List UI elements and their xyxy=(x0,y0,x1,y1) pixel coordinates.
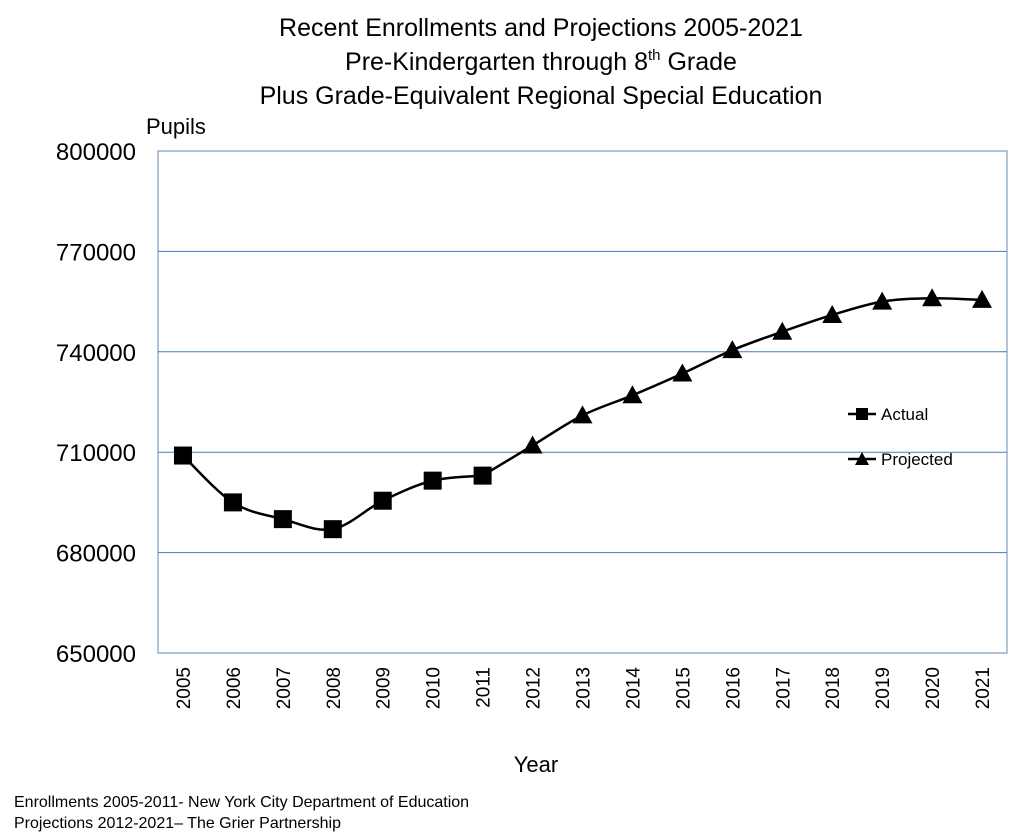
y-tick-label: 710000 xyxy=(56,440,136,467)
data-point-projected xyxy=(922,288,943,307)
source-enrollments: Enrollments 2005-2011- New York City Dep… xyxy=(14,794,469,811)
source-projections: Projections 2012-2021– The Grier Partner… xyxy=(14,815,341,832)
y-tick-label: 650000 xyxy=(56,641,136,668)
x-tick-label: 2012 xyxy=(524,667,545,709)
data-point-projected xyxy=(572,405,593,424)
data-point-actual xyxy=(323,520,342,539)
x-tick-label: 2014 xyxy=(623,667,644,710)
plot-area-border xyxy=(157,150,1008,654)
x-tick-label: 2013 xyxy=(574,667,595,709)
data-point-projected xyxy=(972,289,993,308)
gridlines xyxy=(158,250,1007,554)
x-tick-label: 2011 xyxy=(474,667,495,708)
y-axis-ticks: 800000 770000 740000 710000 680000 650000 xyxy=(56,139,136,668)
series-line-actual xyxy=(182,454,483,532)
x-axis-ticks: 2005 2006 2007 2008 2009 2010 2011 2012 2013 2014… xyxy=(174,667,994,710)
x-tick-label: 2019 xyxy=(873,667,894,709)
x-tick-label: 2021 xyxy=(973,667,994,709)
legend: Actual Projected xyxy=(848,405,953,469)
data-point-actual xyxy=(173,446,192,465)
x-tick-label: 2009 xyxy=(374,667,395,709)
chart-title-line-2-end: Grade xyxy=(661,48,737,76)
x-tick-label: 2006 xyxy=(224,667,245,709)
x-tick-label: 2017 xyxy=(773,667,794,709)
data-point-actual xyxy=(273,510,292,529)
data-point-projected xyxy=(772,321,793,340)
data-point-projected xyxy=(522,435,543,454)
chart-title-superscript: th xyxy=(648,47,661,64)
chart-title-line-2: Pre-Kindergarten through 8th Grade xyxy=(345,47,737,76)
legend-projected-marker xyxy=(855,452,869,465)
x-tick-label: 2016 xyxy=(723,667,744,709)
y-tick-label: 680000 xyxy=(56,541,136,568)
x-tick-label: 2018 xyxy=(823,667,844,709)
legend-actual-marker xyxy=(856,408,868,420)
y-axis-label: Pupils xyxy=(146,114,206,139)
data-series xyxy=(173,288,993,539)
data-point-actual xyxy=(473,466,492,485)
x-tick-label: 2008 xyxy=(324,667,345,709)
data-point-projected xyxy=(672,363,693,382)
chart-title-line-3: Plus Grade-Equivalent Regional Special E… xyxy=(260,82,823,110)
legend-actual-label: Actual xyxy=(881,405,928,424)
y-tick-label: 740000 xyxy=(56,340,136,367)
x-tick-label: 2020 xyxy=(923,667,944,709)
data-point-projected xyxy=(822,304,843,323)
y-tick-label: 800000 xyxy=(56,139,136,166)
x-tick-label: 2005 xyxy=(174,667,195,709)
x-tick-label: 2010 xyxy=(424,667,445,709)
data-point-actual xyxy=(373,491,392,510)
data-point-actual xyxy=(223,493,242,512)
chart-title-line-1: Recent Enrollments and Projections 2005-… xyxy=(279,14,803,42)
data-point-actual xyxy=(423,471,442,490)
chart-title-line-2-main: Pre-Kindergarten through 8 xyxy=(345,48,648,76)
y-tick-label: 770000 xyxy=(56,239,136,266)
x-tick-label: 2015 xyxy=(673,667,694,709)
x-axis-label: Year xyxy=(514,752,558,777)
data-point-projected xyxy=(622,385,643,404)
x-tick-label: 2007 xyxy=(274,667,295,709)
data-point-projected xyxy=(722,340,743,359)
legend-projected-label: Projected xyxy=(881,450,953,469)
data-point-projected xyxy=(872,291,893,310)
